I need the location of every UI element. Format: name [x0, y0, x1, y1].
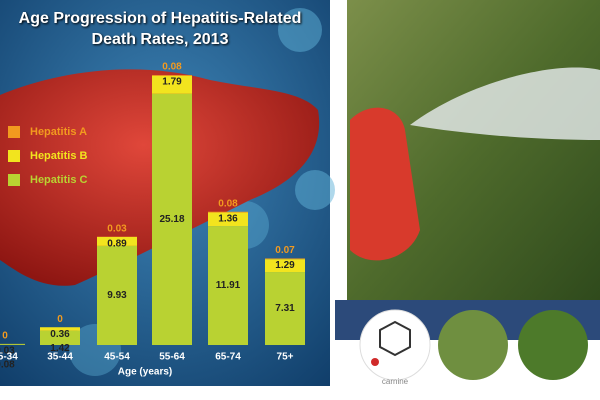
value-label: 0.08 — [0, 360, 15, 371]
x-tick-label: 55-64 — [159, 352, 185, 363]
bar-segment — [152, 75, 192, 94]
x-axis-title: Age (years) — [118, 367, 172, 378]
value-label: 0.03 — [0, 346, 15, 357]
molecule-atom — [371, 358, 379, 366]
bar-segment — [40, 330, 80, 345]
x-tick-label: 45-54 — [104, 352, 130, 363]
legend-label: Hepatitis C — [30, 174, 88, 186]
bar-segment — [265, 258, 305, 260]
legend-swatch — [8, 150, 20, 162]
bar-segment — [208, 226, 248, 345]
bar-segment — [265, 272, 305, 345]
bar-segment — [152, 75, 192, 76]
value-label: 1.79 — [162, 77, 182, 88]
spray-mist — [410, 67, 600, 140]
virus-decor — [295, 170, 335, 210]
value-label: 0.03 — [107, 223, 127, 234]
value-label: 1.36 — [218, 213, 238, 224]
x-tick-label: 35-44 — [47, 352, 73, 363]
value-label: 1.42 — [50, 343, 70, 354]
value-label: 0.08 — [218, 198, 238, 209]
bar-segment — [152, 93, 192, 345]
x-tick-label: 25-34 — [0, 352, 18, 363]
x-tick-label: 65-74 — [215, 352, 241, 363]
tea-photo — [438, 310, 508, 380]
bar-segment — [97, 245, 137, 345]
value-label: 11.91 — [216, 280, 241, 291]
value-label: 0.89 — [107, 238, 127, 249]
worker-figure — [350, 107, 420, 261]
legend-label: Hepatitis B — [30, 150, 88, 162]
value-label: 25.18 — [159, 214, 184, 225]
bar-segment — [0, 344, 25, 345]
value-label: 0.07 — [275, 245, 295, 256]
bar-segment — [40, 327, 80, 331]
legend-swatch — [8, 126, 20, 138]
bar-segment — [208, 212, 248, 227]
value-label: 0.08 — [162, 62, 182, 73]
bar-segment — [265, 259, 305, 273]
value-label: 0 — [2, 331, 8, 342]
value-label: 1.29 — [275, 260, 295, 271]
molecule-circle — [359, 309, 431, 381]
molecule-icon — [379, 320, 411, 357]
value-label: 0.36 — [50, 329, 70, 340]
chart-title: Age Progression of Hepatitis-Related Dea… — [18, 10, 302, 48]
bar-segment — [97, 237, 137, 246]
value-label: 0 — [57, 314, 63, 325]
bar-segment — [208, 211, 248, 213]
leaves-photo — [518, 310, 588, 380]
legend-label: Hepatitis A — [30, 126, 87, 138]
value-label: 7.31 — [275, 303, 295, 314]
legend-swatch — [8, 174, 20, 186]
x-tick-label: 75+ — [277, 352, 294, 363]
caption: carnine — [382, 377, 409, 386]
value-label: 9.93 — [107, 290, 127, 301]
virus-decor — [278, 8, 322, 52]
